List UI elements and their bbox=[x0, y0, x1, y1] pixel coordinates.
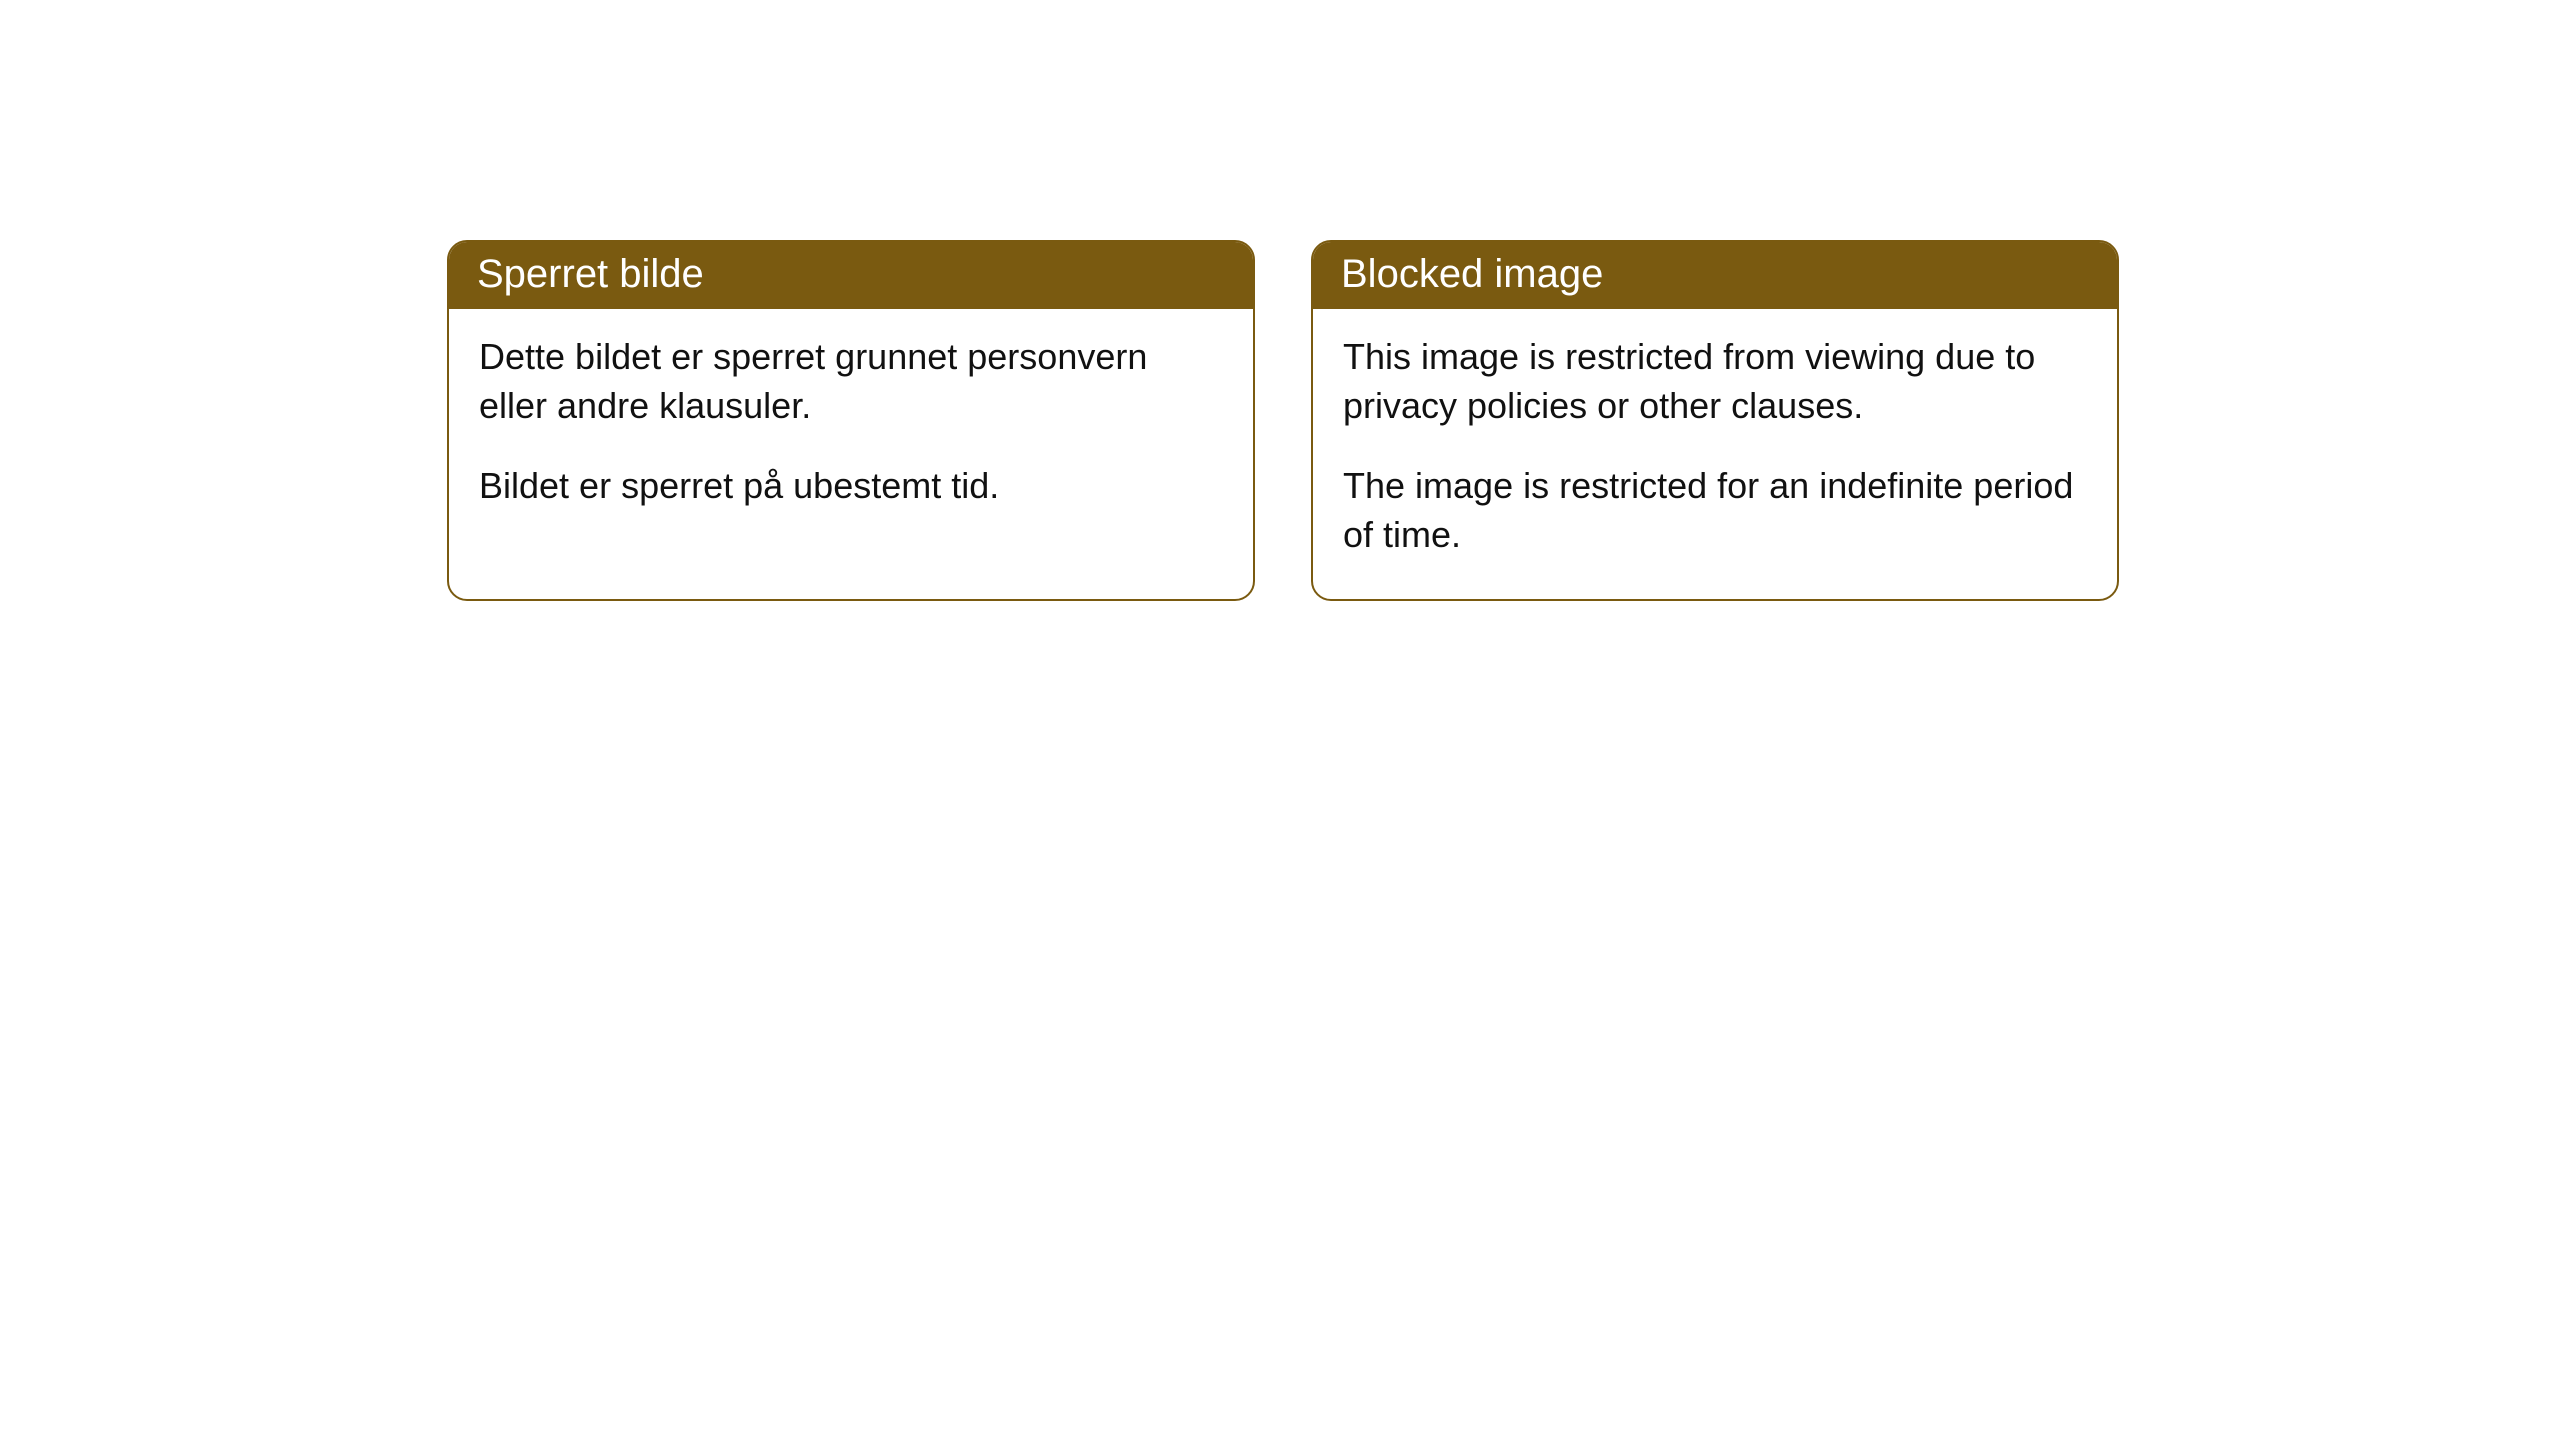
notice-card-norwegian: Sperret bilde Dette bildet er sperret gr… bbox=[447, 240, 1255, 601]
card-paragraph: This image is restricted from viewing du… bbox=[1343, 333, 2087, 430]
card-header: Blocked image bbox=[1313, 242, 2117, 309]
card-header: Sperret bilde bbox=[449, 242, 1253, 309]
card-body: This image is restricted from viewing du… bbox=[1313, 309, 2117, 599]
notice-card-english: Blocked image This image is restricted f… bbox=[1311, 240, 2119, 601]
card-paragraph: Bildet er sperret på ubestemt tid. bbox=[479, 462, 1223, 511]
card-title: Blocked image bbox=[1341, 252, 1603, 296]
notice-cards-container: Sperret bilde Dette bildet er sperret gr… bbox=[447, 240, 2560, 601]
card-paragraph: Dette bildet er sperret grunnet personve… bbox=[479, 333, 1223, 430]
card-body: Dette bildet er sperret grunnet personve… bbox=[449, 309, 1253, 551]
card-paragraph: The image is restricted for an indefinit… bbox=[1343, 462, 2087, 559]
card-title: Sperret bilde bbox=[477, 252, 704, 296]
